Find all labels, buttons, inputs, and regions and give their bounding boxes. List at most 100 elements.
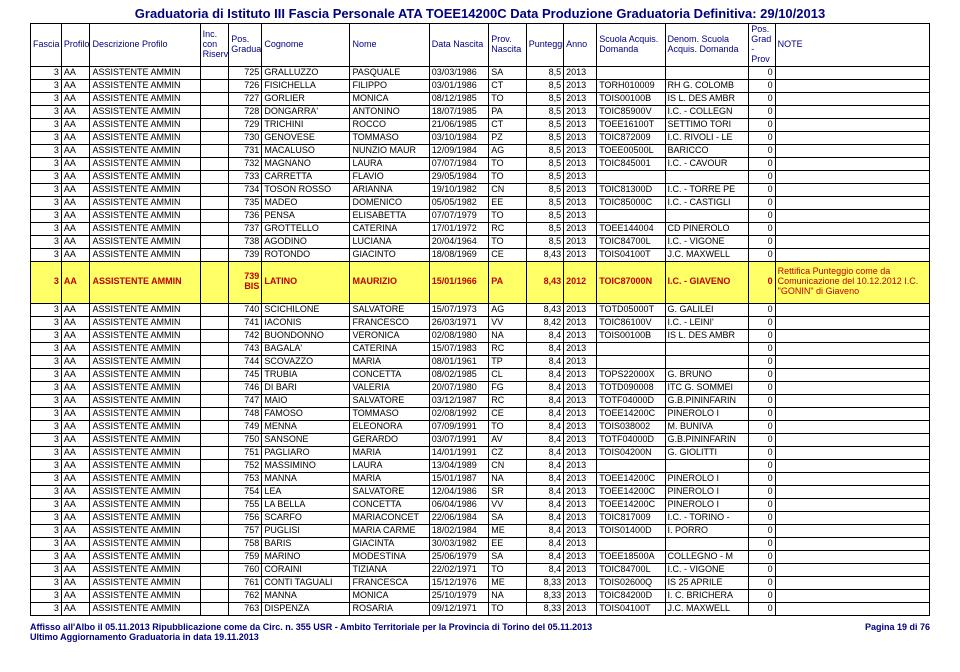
table-cell: 2013 [564,79,597,92]
table-cell [200,394,229,407]
table-cell: ASSISTENTE AMMIN [90,131,200,144]
table-cell: TOEE14200C [597,498,665,511]
table-cell: 739 BIS [229,261,262,303]
table-cell: CONTI TAGUALI [262,576,350,589]
table-cell: 2013 [564,420,597,433]
table-cell: TO [489,563,526,576]
table-cell: ASSISTENTE AMMIN [90,459,200,472]
table-cell: 05/05/1982 [429,196,488,209]
table-cell: 26/03/1971 [429,316,488,329]
table-cell: G.B.PININFARIN [665,394,749,407]
page-title: Graduatoria di Istituto III Fascia Perso… [30,6,930,23]
table-cell [200,131,229,144]
table-row: 3AAASSISTENTE AMMIN737GROTTELLOCATERINA1… [31,222,930,235]
table-cell: CE [489,248,526,261]
table-cell: ASSISTENTE AMMIN [90,261,200,303]
table-cell: 0 [749,485,775,498]
table-cell: AA [61,550,90,563]
table-cell: 3 [31,170,62,183]
table-cell: 2013 [564,248,597,261]
table-cell [200,118,229,131]
table-cell: 2013 [564,209,597,222]
table-cell: 749 [229,420,262,433]
table-cell: 0 [749,105,775,118]
table-cell: ASSISTENTE AMMIN [90,196,200,209]
table-cell: ME [489,576,526,589]
table-cell: CT [489,118,526,131]
table-cell: 8,5 [526,157,563,170]
table-cell [200,209,229,222]
table-cell: AA [61,303,90,316]
table-cell: ASSISTENTE AMMIN [90,550,200,563]
table-cell: 2013 [564,303,597,316]
column-header: Data Nascita [429,24,488,67]
table-cell [597,209,665,222]
table-cell: TOPS22000X [597,368,665,381]
table-cell [200,329,229,342]
table-cell: 0 [749,170,775,183]
table-cell [597,170,665,183]
table-cell: 2013 [564,157,597,170]
table-cell: 2013 [564,446,597,459]
table-cell: TO [489,602,526,615]
table-cell: ASSISTENTE AMMIN [90,602,200,615]
table-cell [200,602,229,615]
table-cell: 2013 [564,472,597,485]
table-cell: ASSISTENTE AMMIN [90,511,200,524]
table-cell [775,303,929,316]
table-cell: 3 [31,381,62,394]
table-cell: RH G. COLOMB [665,79,749,92]
table-cell: 743 [229,342,262,355]
table-cell: 3 [31,368,62,381]
table-cell: TOTD05000T [597,303,665,316]
table-cell: AA [61,261,90,303]
table-cell: I.C. - GIAVENO [665,261,749,303]
table-cell: 0 [749,381,775,394]
table-cell: 0 [749,433,775,446]
table-cell: J.C. MAXWELL [665,248,749,261]
table-cell: 3 [31,498,62,511]
table-cell [775,118,929,131]
table-cell: VERONICA [350,329,429,342]
table-cell: 18/02/1984 [429,524,488,537]
table-cell [775,79,929,92]
table-row: 3AAASSISTENTE AMMIN739ROTONDOGIACINTO18/… [31,248,930,261]
table-cell: AA [61,235,90,248]
table-cell: ASSISTENTE AMMIN [90,537,200,550]
table-row: 3AAASSISTENTE AMMIN744SCOVAZZOMARIA08/01… [31,355,930,368]
table-cell: ASSISTENTE AMMIN [90,209,200,222]
table-cell: I. C. BRICHERA [665,589,749,602]
table-cell: 2013 [564,222,597,235]
table-cell: 0 [749,196,775,209]
table-cell [775,222,929,235]
table-cell [200,105,229,118]
table-cell: 2013 [564,576,597,589]
table-cell: 18/07/1985 [429,105,488,118]
table-cell: 0 [749,222,775,235]
table-cell: 22/06/1984 [429,511,488,524]
table-cell: 3 [31,66,62,79]
table-cell: 3 [31,157,62,170]
table-cell [775,170,929,183]
table-cell: ASSISTENTE AMMIN [90,105,200,118]
table-cell: ASSISTENTE AMMIN [90,170,200,183]
table-cell [200,550,229,563]
table-cell: PA [489,105,526,118]
table-cell: 726 [229,79,262,92]
table-cell: 0 [749,498,775,511]
table-cell: 8,4 [526,446,563,459]
table-cell [775,602,929,615]
table-cell: 747 [229,394,262,407]
table-cell [775,248,929,261]
table-cell: CONCETTA [350,498,429,511]
table-cell: ASSISTENTE AMMIN [90,433,200,446]
table-cell: ITC G. SOMMEI [665,381,749,394]
table-cell: TP [489,355,526,368]
table-cell: ASSISTENTE AMMIN [90,329,200,342]
table-cell: 3 [31,589,62,602]
table-row: 3AAASSISTENTE AMMIN762MANNAMONICA25/10/1… [31,589,930,602]
table-cell [775,144,929,157]
table-cell: 3 [31,118,62,131]
table-cell: 8,5 [526,131,563,144]
table-cell: ASSISTENTE AMMIN [90,79,200,92]
